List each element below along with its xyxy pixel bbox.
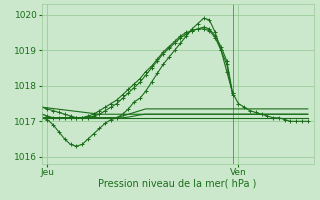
X-axis label: Pression niveau de la mer( hPa ): Pression niveau de la mer( hPa ) <box>99 179 257 189</box>
